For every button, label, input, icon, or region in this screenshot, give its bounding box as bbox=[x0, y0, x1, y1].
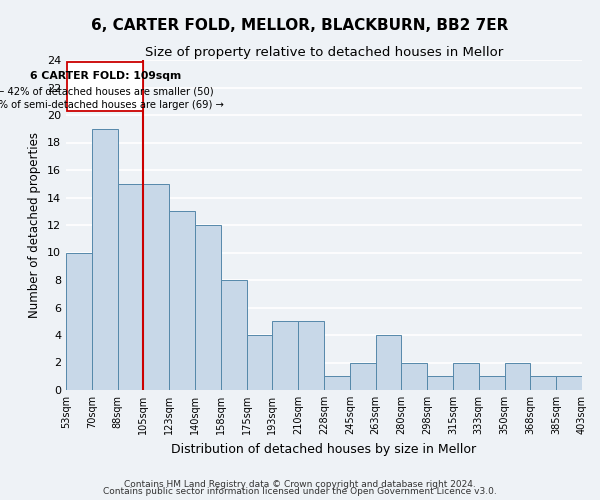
Bar bbox=[453, 362, 479, 390]
Title: Size of property relative to detached houses in Mellor: Size of property relative to detached ho… bbox=[145, 46, 503, 59]
FancyBboxPatch shape bbox=[67, 62, 143, 111]
Bar bbox=[427, 376, 453, 390]
Bar bbox=[401, 362, 427, 390]
Bar bbox=[505, 362, 530, 390]
Bar bbox=[195, 225, 221, 390]
Bar bbox=[221, 280, 247, 390]
Bar bbox=[272, 322, 298, 390]
Bar bbox=[66, 252, 92, 390]
Bar bbox=[376, 335, 401, 390]
X-axis label: Distribution of detached houses by size in Mellor: Distribution of detached houses by size … bbox=[172, 442, 476, 456]
Bar bbox=[479, 376, 505, 390]
Bar bbox=[118, 184, 143, 390]
Bar bbox=[530, 376, 556, 390]
Bar bbox=[556, 376, 582, 390]
Text: 58% of semi-detached houses are larger (69) →: 58% of semi-detached houses are larger (… bbox=[0, 100, 224, 110]
Text: 6 CARTER FOLD: 109sqm: 6 CARTER FOLD: 109sqm bbox=[29, 71, 181, 81]
Bar bbox=[324, 376, 350, 390]
Bar bbox=[143, 184, 169, 390]
Text: Contains HM Land Registry data © Crown copyright and database right 2024.: Contains HM Land Registry data © Crown c… bbox=[124, 480, 476, 489]
Bar bbox=[350, 362, 376, 390]
Bar bbox=[247, 335, 272, 390]
Text: 6, CARTER FOLD, MELLOR, BLACKBURN, BB2 7ER: 6, CARTER FOLD, MELLOR, BLACKBURN, BB2 7… bbox=[91, 18, 509, 32]
Y-axis label: Number of detached properties: Number of detached properties bbox=[28, 132, 41, 318]
Bar bbox=[298, 322, 324, 390]
Text: Contains public sector information licensed under the Open Government Licence v3: Contains public sector information licen… bbox=[103, 487, 497, 496]
Bar bbox=[169, 211, 195, 390]
Text: ← 42% of detached houses are smaller (50): ← 42% of detached houses are smaller (50… bbox=[0, 86, 214, 97]
Bar bbox=[92, 128, 118, 390]
